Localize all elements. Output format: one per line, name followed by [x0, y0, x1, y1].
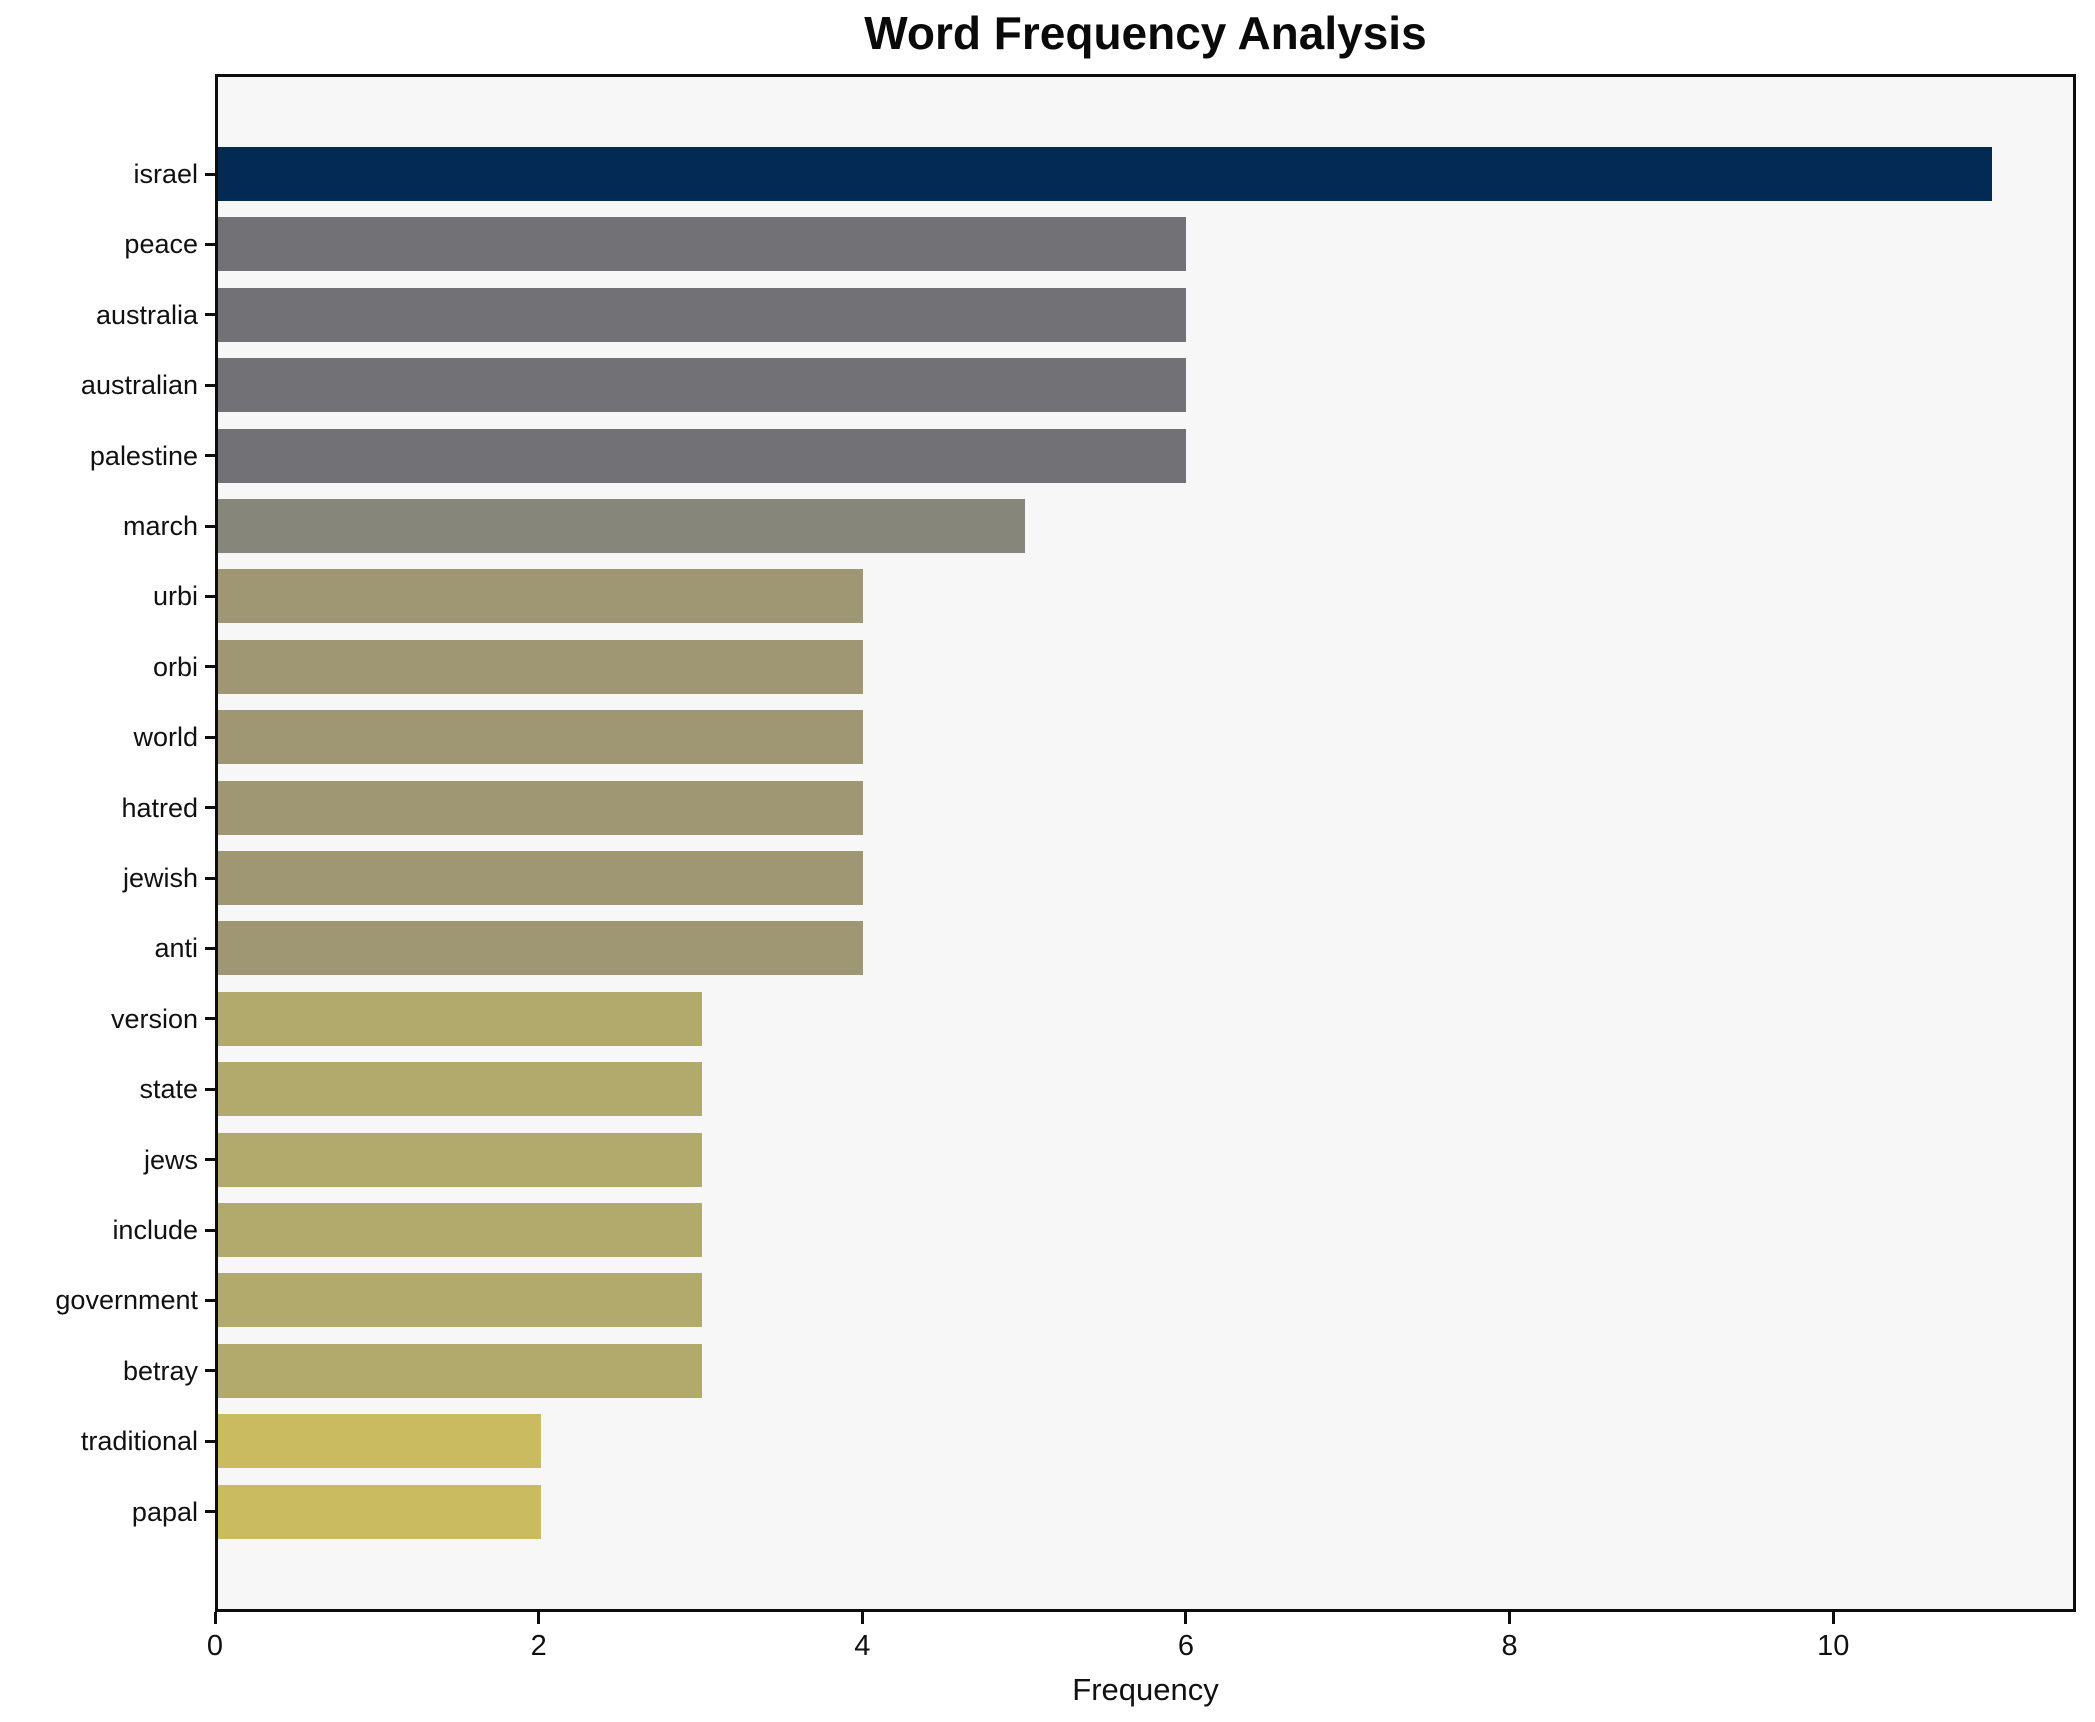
xtick-mark-10 — [1831, 1612, 1835, 1624]
xtick-mark-0 — [213, 1612, 217, 1624]
ytick-label-urbi: urbi — [152, 581, 198, 612]
bar-urbi — [218, 569, 864, 624]
ytick-mark — [205, 1158, 215, 1162]
bar-orbi — [218, 639, 864, 694]
ytick-mark — [205, 1087, 215, 1091]
ytick-label-orbi: orbi — [152, 651, 198, 682]
xtick-label-8: 8 — [1501, 1630, 1518, 1662]
plot-area — [215, 74, 2076, 1612]
ytick-mark — [205, 946, 215, 950]
ytick-mark — [205, 313, 215, 317]
ytick-label-israel: israel — [133, 159, 198, 189]
bar-betray — [218, 1343, 702, 1398]
bar-hatred — [218, 780, 864, 835]
xtick-label-4: 4 — [854, 1630, 871, 1662]
ytick-mark — [205, 594, 215, 598]
ytick-label-version: version — [110, 1003, 198, 1034]
bar-australian — [218, 358, 1186, 413]
xtick-mark-6 — [1184, 1612, 1188, 1624]
bar-state — [218, 1062, 702, 1117]
bar-jewish — [218, 851, 864, 905]
ytick-label-jews: jews — [143, 1144, 198, 1175]
bar-palestine — [218, 428, 1186, 483]
ytick-mark — [205, 665, 215, 669]
xtick-label-6: 6 — [1177, 1630, 1195, 1662]
ytick-mark — [205, 1369, 215, 1373]
bar-government — [218, 1273, 702, 1328]
bar-include — [218, 1203, 702, 1257]
ytick-mark — [205, 383, 215, 387]
bar-version — [218, 991, 702, 1046]
bar-papal — [218, 1484, 541, 1539]
ytick-mark — [205, 735, 215, 739]
bar-anti — [218, 921, 864, 976]
ytick-label-hatred: hatred — [121, 792, 198, 823]
bar-world — [218, 710, 864, 765]
xtick-label-10: 10 — [1817, 1630, 1850, 1662]
ytick-label-australian: australian — [80, 370, 198, 401]
ytick-mark — [205, 524, 215, 528]
ytick-label-peace: peace — [124, 229, 198, 260]
bar-jews — [218, 1132, 702, 1187]
ytick-mark — [205, 1439, 215, 1443]
bar-traditional — [218, 1414, 541, 1469]
ytick-mark — [205, 172, 215, 176]
ytick-mark — [205, 454, 215, 458]
ytick-label-traditional: traditional — [80, 1426, 198, 1457]
ytick-label-australia: australia — [95, 299, 198, 330]
ytick-mark — [205, 1298, 215, 1302]
ytick-label-state: state — [139, 1074, 198, 1105]
ytick-mark — [205, 1228, 215, 1232]
ytick-label-world: world — [133, 722, 198, 753]
xtick-mark-4 — [860, 1612, 864, 1624]
ytick-label-include: include — [112, 1215, 198, 1245]
ytick-label-anti: anti — [154, 933, 198, 964]
xtick-label-0: 0 — [206, 1630, 224, 1662]
ytick-label-government: government — [55, 1285, 198, 1316]
bar-australia — [218, 287, 1186, 342]
xtick-mark-2 — [537, 1612, 541, 1624]
bar-march — [218, 499, 1025, 553]
ytick-label-papal: papal — [131, 1496, 198, 1527]
ytick-mark — [205, 242, 215, 246]
bar-peace — [218, 217, 1186, 272]
bar-israel — [218, 147, 1993, 201]
xtick-label-2: 2 — [530, 1630, 547, 1662]
ytick-mark — [205, 806, 215, 810]
chart-title: Word Frequency Analysis — [864, 7, 1427, 59]
ytick-mark — [205, 1510, 215, 1514]
ytick-mark — [205, 876, 215, 880]
ytick-label-palestine: palestine — [89, 440, 198, 471]
ytick-label-march: march — [122, 511, 198, 541]
ytick-label-jewish: jewish — [122, 863, 198, 893]
ytick-mark — [205, 1017, 215, 1021]
ytick-label-betray: betray — [122, 1355, 198, 1386]
xtick-mark-8 — [1508, 1612, 1512, 1624]
x-axis-title: Frequency — [1072, 1672, 1219, 1707]
